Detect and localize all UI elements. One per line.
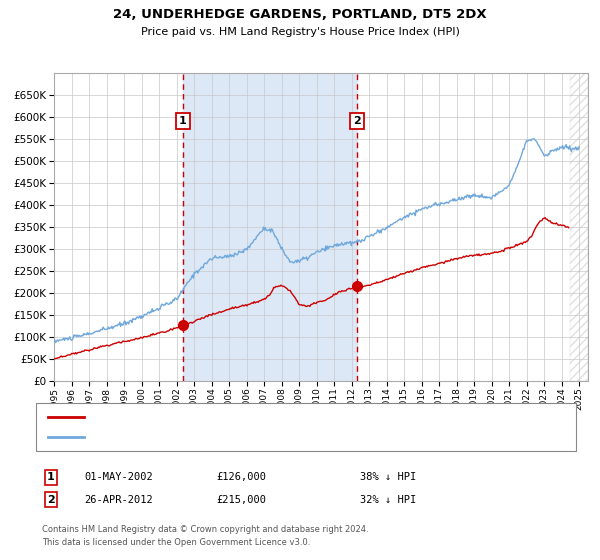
Text: This data is licensed under the Open Government Licence v3.0.: This data is licensed under the Open Gov… (42, 538, 310, 547)
Text: 24, UNDERHEDGE GARDENS, PORTLAND, DT5 2DX (detached house): 24, UNDERHEDGE GARDENS, PORTLAND, DT5 2D… (90, 412, 428, 422)
Text: 01-MAY-2002: 01-MAY-2002 (84, 472, 153, 482)
Text: £215,000: £215,000 (216, 494, 266, 505)
Text: 2: 2 (47, 494, 55, 505)
Bar (571, 73, 588, 381)
Text: 26-APR-2012: 26-APR-2012 (84, 494, 153, 505)
Text: 24, UNDERHEDGE GARDENS, PORTLAND, DT5 2DX: 24, UNDERHEDGE GARDENS, PORTLAND, DT5 2D… (113, 8, 487, 21)
Bar (183, 73, 357, 381)
Text: Contains HM Land Registry data © Crown copyright and database right 2024.: Contains HM Land Registry data © Crown c… (42, 525, 368, 534)
Text: HPI: Average price, detached house, Dorset: HPI: Average price, detached house, Dors… (90, 432, 304, 442)
Text: 1: 1 (179, 116, 187, 126)
Text: £126,000: £126,000 (216, 472, 266, 482)
Text: 2: 2 (353, 116, 361, 126)
Text: 1: 1 (47, 472, 55, 482)
Text: 38% ↓ HPI: 38% ↓ HPI (360, 472, 416, 482)
Text: Price paid vs. HM Land Registry's House Price Index (HPI): Price paid vs. HM Land Registry's House … (140, 27, 460, 37)
Text: 32% ↓ HPI: 32% ↓ HPI (360, 494, 416, 505)
